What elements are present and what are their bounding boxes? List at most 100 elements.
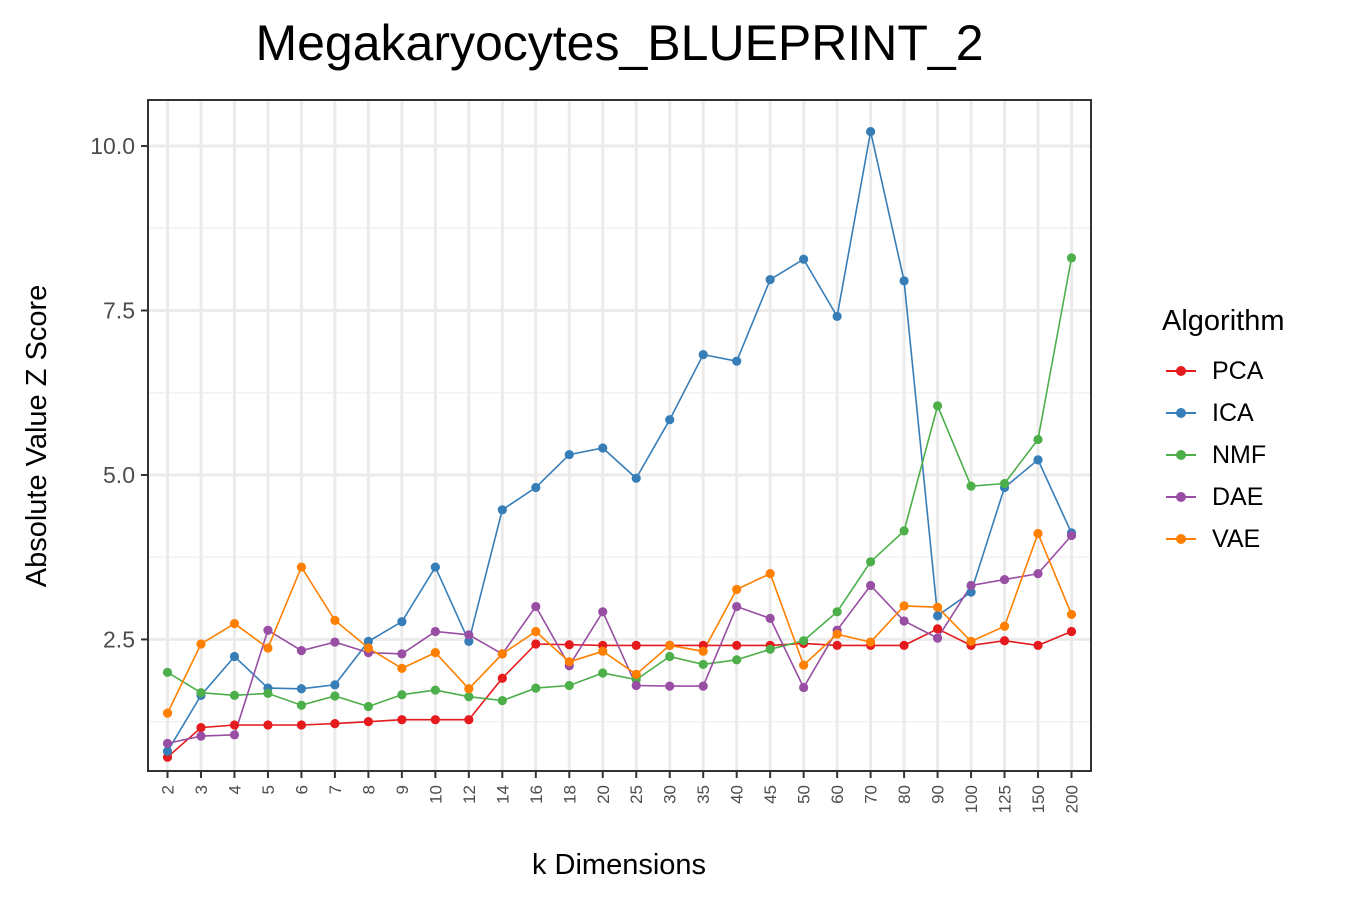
data-point-ica [866, 126, 876, 137]
y-tick-label: 2.5 [103, 626, 135, 652]
data-point-ica [531, 482, 541, 493]
data-point-dae [430, 626, 440, 637]
data-point-vae [932, 602, 943, 612]
data-point-dae [932, 633, 943, 643]
x-tick-label: 9 [393, 785, 412, 794]
data-point-nmf [162, 667, 173, 677]
data-point-vae [832, 629, 842, 639]
data-point-dae [263, 625, 273, 635]
data-point-nmf [296, 700, 307, 710]
x-tick-label: 90 [929, 785, 948, 804]
y-tick-label: 5.0 [103, 462, 135, 488]
data-point-dae [631, 680, 641, 691]
data-point-vae [397, 663, 407, 673]
data-point-ica [899, 276, 909, 286]
data-point-dae [296, 646, 307, 656]
data-point-ica [598, 443, 608, 453]
data-point-nmf [832, 607, 842, 617]
data-point-nmf [363, 701, 373, 712]
series-points [162, 126, 1077, 762]
data-point-ica [162, 746, 173, 756]
x-axis: 2 3 4 5 6 7 8 9 10 12 14 16 18 20 25 30 35 40 45 50 60 70 80 90… [159, 771, 1082, 813]
data-point-nmf [229, 690, 240, 700]
data-point-dae [698, 681, 708, 691]
data-point-ica [296, 684, 307, 694]
data-point-vae [665, 640, 675, 650]
data-point-nmf [1066, 253, 1077, 263]
series-line-pca [166, 628, 1072, 758]
data-point-nmf [966, 481, 976, 491]
data-point-vae [1066, 609, 1077, 620]
data-point-ica [464, 636, 474, 647]
legend-key [1162, 434, 1200, 476]
data-point-vae [330, 615, 340, 625]
data-point-ica [1033, 455, 1043, 465]
data-point-pca [899, 640, 909, 650]
data-point-vae [765, 569, 775, 579]
data-point-vae [598, 646, 608, 656]
data-point-pca [1066, 626, 1077, 637]
legend-key-dot [1176, 492, 1186, 502]
x-tick-label: 50 [795, 785, 814, 804]
series-line-vae [166, 531, 1073, 714]
data-point-pca [497, 673, 507, 683]
data-point-dae [464, 630, 474, 640]
legend: Algorithm PCA ICA NMF DAE VAE [1162, 305, 1285, 560]
data-point-nmf [430, 685, 440, 695]
data-point-pca [330, 719, 340, 729]
data-point-ica [397, 617, 407, 627]
data-point-ica [229, 651, 240, 662]
data-point-nmf [799, 636, 809, 646]
x-tick-label: 16 [527, 785, 546, 804]
series-line-nmf [167, 257, 1073, 708]
data-point-pca [363, 717, 373, 727]
series-line-ica [166, 131, 1073, 752]
data-point-nmf [464, 692, 474, 702]
data-point-pca [832, 640, 842, 650]
x-tick-label: 35 [694, 785, 713, 804]
data-point-nmf [564, 680, 574, 691]
x-tick-label: 100 [962, 785, 981, 813]
data-point-vae [899, 601, 909, 611]
chart-title: Megakaryocytes_BLUEPRINT_2 [255, 15, 984, 71]
x-tick-label: 30 [661, 785, 680, 804]
y-tick-label: 10.0 [90, 133, 135, 159]
data-point-vae [296, 562, 307, 572]
data-point-ica [932, 611, 943, 621]
data-point-dae [966, 580, 976, 591]
data-point-ica [832, 311, 842, 322]
data-point-dae [866, 580, 876, 591]
data-point-nmf [598, 668, 608, 678]
legend-key [1162, 392, 1200, 434]
x-tick-label: 14 [493, 785, 512, 804]
x-tick-label: 2 [159, 785, 178, 794]
data-point-vae [229, 619, 240, 629]
data-point-ica [698, 349, 708, 360]
data-point-dae [1033, 569, 1043, 579]
data-point-vae [631, 669, 641, 679]
data-point-ica [363, 636, 373, 647]
x-tick-label: 8 [359, 785, 378, 794]
data-point-vae [799, 660, 809, 670]
data-point-ica [631, 473, 641, 483]
data-point-pca [932, 624, 943, 634]
x-tick-label: 4 [225, 785, 244, 794]
data-point-ica [732, 356, 742, 366]
x-axis-title: k Dimensions [532, 849, 706, 881]
x-tick-label: 3 [192, 785, 211, 794]
data-point-nmf [397, 690, 407, 700]
x-tick-label: 45 [761, 785, 780, 804]
data-point-dae [732, 601, 742, 612]
data-point-nmf [665, 651, 675, 662]
data-point-vae [430, 647, 440, 658]
data-point-nmf [497, 696, 507, 706]
legend-key-dot [1176, 450, 1186, 460]
legend-item-vae: VAE [1162, 518, 1285, 560]
data-point-dae [899, 616, 909, 626]
data-point-dae [999, 574, 1010, 585]
data-point-vae [196, 639, 206, 649]
data-point-vae [363, 643, 373, 653]
legend-label: PCA [1212, 356, 1264, 385]
legend-key [1162, 350, 1200, 392]
